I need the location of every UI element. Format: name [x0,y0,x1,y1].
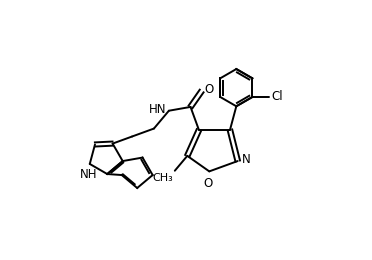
Text: O: O [203,177,213,190]
Text: N: N [241,153,250,166]
Text: NH: NH [80,168,97,181]
Text: CH₃: CH₃ [153,173,173,183]
Text: O: O [204,83,214,96]
Text: Cl: Cl [271,90,283,103]
Text: HN: HN [149,103,167,116]
